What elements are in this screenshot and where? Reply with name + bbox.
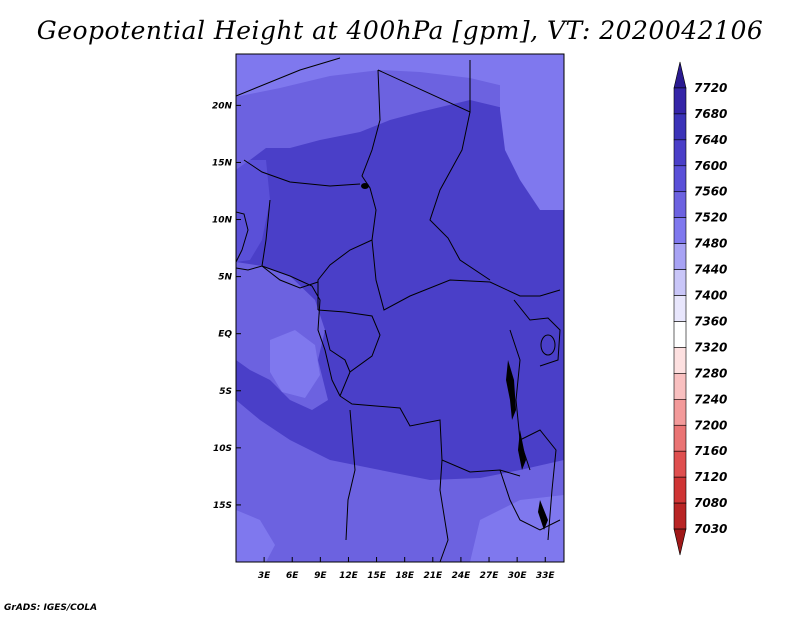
colorbar-swatch [673, 399, 687, 426]
colorbar-level-label: 7400 [694, 289, 727, 303]
colorbar-swatch [673, 347, 687, 374]
y-tick-label: 10N [212, 216, 233, 226]
y-tick-label: 5S [219, 387, 232, 397]
x-tick-label: 12E [339, 571, 359, 581]
x-tick-label: 33E [536, 571, 556, 581]
region-gabon-core [270, 330, 320, 398]
lake-shape [540, 334, 556, 356]
x-tick-label: 30E [508, 571, 528, 581]
colorbar-swatch [673, 321, 687, 348]
map-area [236, 54, 564, 562]
x-tick-label: 21E [423, 571, 443, 581]
colorbar-triangle-bottom [673, 528, 687, 556]
colorbar-swatch [673, 424, 687, 452]
lake-shape [538, 500, 548, 530]
colorbar-level-label: 7520 [694, 211, 727, 225]
x-tick-label: 27E [480, 571, 500, 581]
country-borders [236, 57, 561, 562]
border-line [429, 111, 491, 281]
credit-text: GrADS: IGES/COLA [4, 603, 98, 613]
colorbar-swatch [673, 269, 687, 296]
colorbar-level-label: 7320 [694, 340, 727, 354]
colorbar-swatch [673, 191, 687, 218]
border-line [324, 329, 351, 373]
lake-shape [506, 360, 516, 420]
colorbar-swatch [673, 476, 687, 504]
border-line [236, 265, 319, 289]
border-line [261, 199, 271, 267]
colorbar-swatch [673, 295, 687, 322]
chart-title: Geopotential Height at 400hPa [gpm], VT:… [36, 16, 764, 45]
colorbar-swatch [673, 373, 687, 400]
region-northeast-corner [500, 54, 564, 210]
colorbar-level-label: 7640 [694, 133, 727, 147]
y-tick-label: EQ [218, 330, 232, 340]
colorbar-level-label: 7360 [694, 314, 727, 328]
colorbar-swatch [673, 165, 687, 193]
colorbar-triangle-top [673, 61, 687, 89]
y-tick-label: 15N [212, 158, 233, 168]
region-northern-band [236, 54, 564, 170]
lakes [361, 183, 556, 530]
colorbar-level-label: 7440 [694, 263, 727, 277]
y-tick-label: 10S [213, 444, 232, 454]
colorbar-swatch [673, 450, 687, 478]
y-tick-label: 15S [213, 501, 232, 511]
border-line [371, 239, 561, 311]
border-line [513, 299, 561, 367]
colorbar: 7720 7680 7640 7600 7560 7520 7480 7440 7400 7360… [673, 61, 727, 556]
colorbar-swatch [673, 87, 687, 115]
colorbar-level-label: 7240 [694, 392, 727, 406]
colorbar-level-label: 7720 [694, 81, 727, 95]
x-tick-label: 18E [395, 571, 415, 581]
region-southwest-patch [236, 510, 275, 562]
border-line [439, 459, 449, 562]
colorbar-level-label: 7680 [694, 107, 727, 121]
border-line [317, 239, 373, 310]
colorbar-level-label: 7120 [694, 470, 727, 484]
colorbar-level-label: 7560 [694, 185, 727, 199]
colorbar-swatch [673, 243, 687, 270]
colorbar-level-label: 7280 [694, 366, 727, 380]
x-tick-label: 15E [367, 571, 387, 581]
lake-shape [361, 183, 369, 189]
x-tick-label: 9E [314, 571, 327, 581]
border-line [236, 57, 341, 97]
colorbar-level-label: 7160 [694, 444, 727, 458]
x-tick-label: 6E [286, 571, 299, 581]
lake-shape [518, 430, 526, 470]
colorbar-level-label: 7480 [694, 237, 727, 251]
border-line [519, 429, 557, 541]
colorbar-level-label: 7600 [694, 159, 727, 173]
border-line [243, 159, 361, 187]
border-line [345, 409, 356, 541]
region-coastal-west [236, 160, 270, 262]
border-line [499, 469, 561, 531]
y-tick-label: 5N [218, 273, 232, 283]
x-tick-label: 3E [258, 571, 271, 581]
colorbar-swatch [673, 502, 687, 530]
colorbar-swatch [673, 113, 687, 141]
map-frame [235, 53, 565, 563]
colorbar-level-label: 7030 [694, 522, 727, 536]
colorbar-swatch [673, 217, 687, 244]
border-line [339, 395, 521, 477]
axes: 3E 6E 9E 12E 15E 18E 21E 24E 27E 30E 33E 20N 15N 10N 5… [212, 101, 556, 581]
colorbar-swatch [673, 139, 687, 167]
border-line [361, 69, 381, 241]
colorbar-level-label: 7080 [694, 496, 727, 510]
coastline [236, 211, 341, 397]
colorbar-level-label: 7200 [694, 418, 727, 432]
x-tick-label: 24E [452, 571, 472, 581]
y-tick-label: 20N [212, 101, 233, 111]
